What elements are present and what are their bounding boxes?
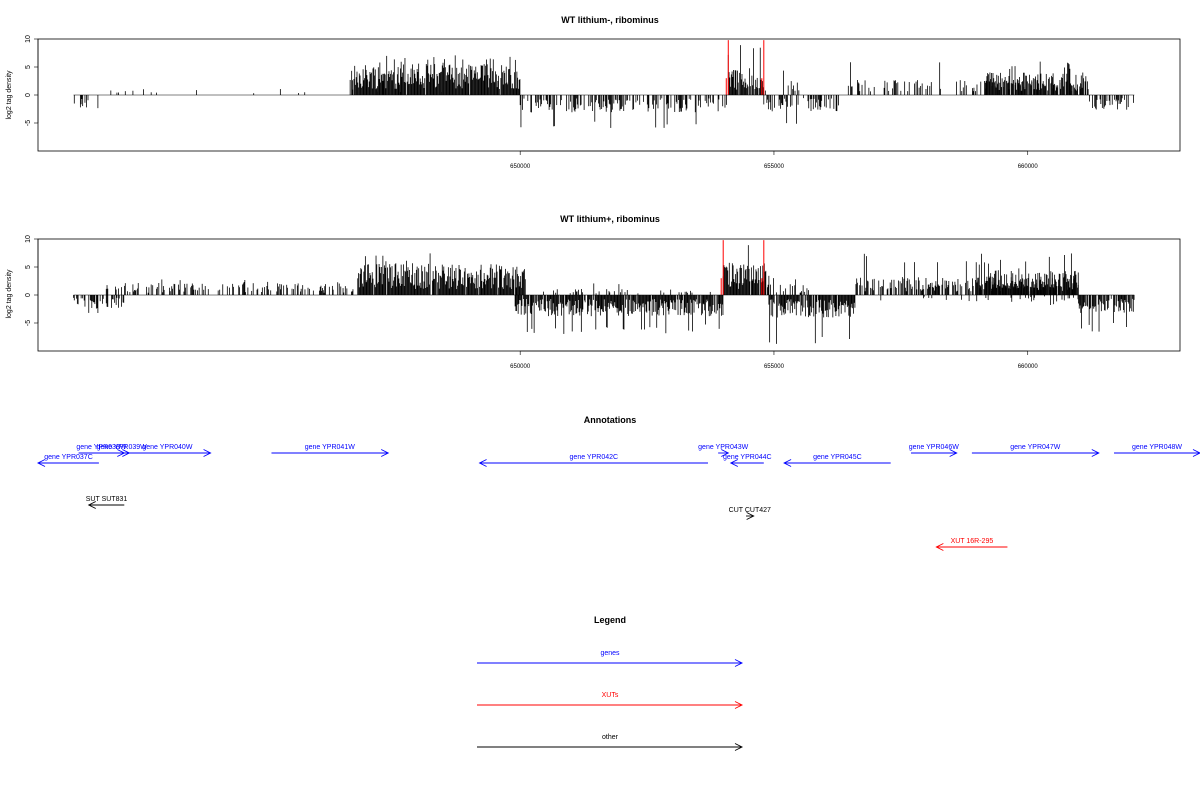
y-tick-label: 10 — [25, 35, 32, 43]
feature-label: SUT SUT831 — [86, 496, 128, 503]
feature-arrow — [783, 459, 891, 467]
x-tick-label: 650000 — [510, 364, 531, 370]
legend-items: genes XUTs other — [477, 650, 744, 751]
feature-label: gene YPR044C — [723, 454, 772, 461]
y-axis: -5 0 5 10 — [25, 35, 39, 126]
feature-label: gene YPR048W — [1132, 444, 1182, 451]
y-tick-label: 5 — [25, 265, 32, 269]
feature-label: gene YPR046W — [909, 444, 959, 451]
feature-label: gene YPR047W — [1010, 444, 1060, 451]
y-axis-label: log2 tag density — [6, 269, 13, 319]
feature-arrow — [971, 449, 1100, 457]
feature-label: gene YPR037C — [44, 454, 93, 461]
legend: Legend genes XUTs other — [477, 615, 744, 751]
annotations-title: Annotations — [584, 415, 637, 425]
y-tick-label: 0 — [25, 293, 32, 297]
y-tick-label: 5 — [25, 65, 32, 69]
legend-label: genes — [600, 650, 620, 657]
feature-label: CUT CUT427 — [729, 507, 771, 514]
y-tick-label: -5 — [25, 120, 32, 126]
feature-arrow — [935, 543, 1008, 551]
feature-label: gene YPR043W — [698, 444, 748, 451]
feature-label: gene YPR040W — [142, 444, 192, 451]
feature-arrow — [910, 449, 958, 457]
legend-title: Legend — [594, 615, 626, 625]
highlight-bars — [720, 240, 765, 295]
track-panel-lithium-minus: WT lithium-, ribominus log2 tag density … — [6, 15, 1181, 170]
x-tick-label: 660000 — [1018, 364, 1039, 370]
feature-arrow — [1114, 449, 1200, 457]
feature-label: gene YPR038W — [76, 444, 126, 451]
x-axis: 650000 655000 660000 — [510, 150, 1039, 170]
y-axis-label: log2 tag density — [6, 70, 13, 120]
legend-arrow — [477, 659, 744, 667]
legend-arrow — [477, 701, 744, 709]
y-tick-label: -5 — [25, 320, 32, 326]
feature-arrow — [478, 459, 708, 467]
legend-label: other — [602, 734, 619, 741]
feature-arrow — [36, 459, 99, 467]
feature-arrow — [729, 459, 764, 467]
y-tick-label: 10 — [25, 235, 32, 243]
legend-label: XUTs — [602, 692, 619, 699]
feature-label: gene YPR042C — [570, 454, 619, 461]
feature-label: gene YPR039W — [97, 444, 147, 451]
feature-arrow — [746, 512, 755, 520]
feature-arrow — [718, 449, 730, 457]
feature-label: gene YPR045C — [813, 454, 862, 461]
highlight-bars — [725, 40, 765, 95]
panel-title: WT lithium-, ribominus — [561, 15, 659, 25]
x-axis: 650000 655000 660000 — [510, 350, 1039, 370]
feature-arrow — [87, 501, 125, 509]
feature-label: XUT 16R-295 — [951, 538, 994, 545]
feature-label: gene YPR041W — [305, 444, 355, 451]
feature-arrow — [271, 449, 390, 457]
x-tick-label: 655000 — [764, 364, 785, 370]
x-tick-label: 655000 — [764, 164, 785, 170]
feature-arrow — [124, 449, 212, 457]
y-axis: -5 0 5 10 — [25, 235, 39, 326]
bar-series — [73, 245, 1135, 344]
x-tick-label: 660000 — [1018, 164, 1039, 170]
x-tick-label: 650000 — [510, 164, 531, 170]
y-tick-label: 0 — [25, 93, 32, 97]
legend-arrow — [477, 743, 744, 751]
panel-title: WT lithium+, ribominus — [560, 214, 660, 224]
track-panel-lithium-plus: WT lithium+, ribominus log2 tag density … — [6, 214, 1181, 370]
bar-series — [73, 45, 1134, 128]
